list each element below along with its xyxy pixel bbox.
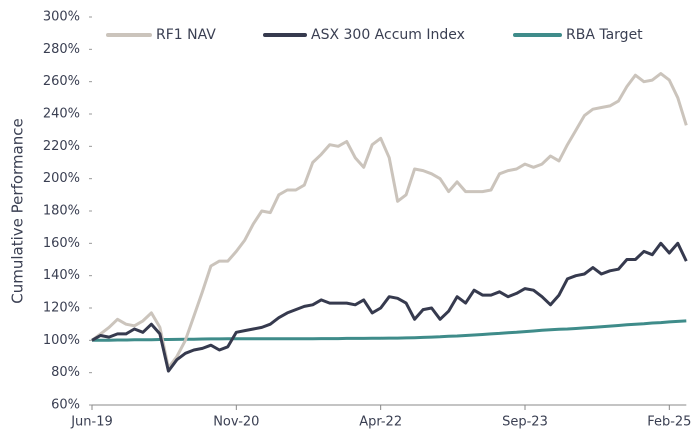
y-tick-label: 80%: [51, 365, 80, 380]
series-line: [91, 241, 688, 373]
y-tick-label: 180%: [43, 204, 80, 219]
x-tick-label: Nov-20: [213, 415, 259, 430]
y-axis-label: Cumulative Performance: [9, 118, 27, 303]
legend-text: RBA Target: [566, 27, 643, 43]
x-tick-label: Sep-23: [502, 415, 548, 430]
y-tick-label: 160%: [43, 236, 80, 251]
y-tick-label: 100%: [43, 333, 80, 348]
series-line: [91, 319, 687, 342]
y-tick-label: 200%: [43, 171, 80, 186]
legend-text: ASX 300 Accum Index: [311, 27, 465, 43]
x-tick-label: Jun-19: [70, 415, 113, 430]
x-tick-label: Apr-22: [359, 415, 402, 430]
x-tick-label: Feb-25: [647, 415, 691, 430]
y-tick-label: 60%: [51, 398, 80, 413]
series-line: [91, 72, 688, 370]
y-tick-label: 120%: [43, 301, 80, 316]
y-tick-label: 140%: [43, 268, 80, 283]
y-tick-label: 300%: [43, 10, 80, 25]
y-tick-label: 240%: [43, 107, 80, 122]
y-tick-label: 220%: [43, 139, 80, 154]
y-tick-label: 280%: [43, 42, 80, 57]
legend-text: RF1 NAV: [156, 27, 216, 43]
y-tick-label: 260%: [43, 74, 80, 89]
